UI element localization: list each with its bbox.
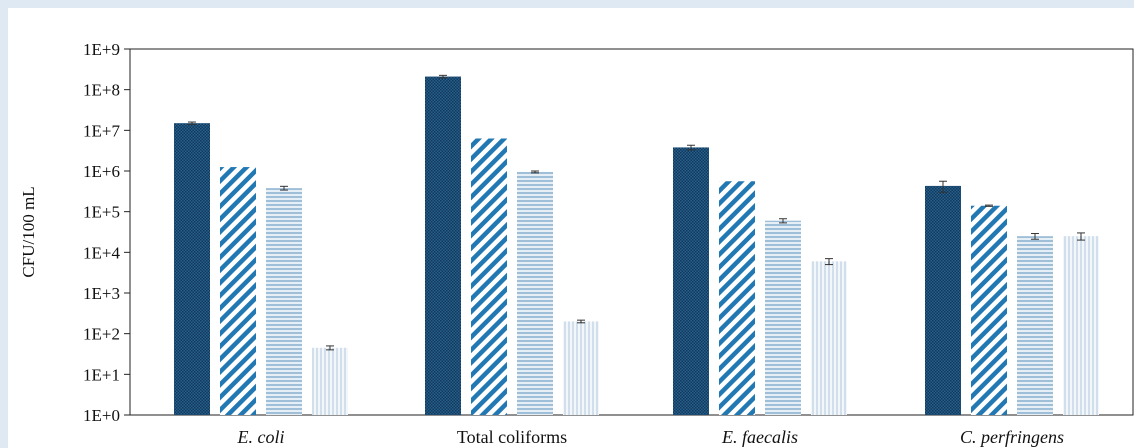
bar-series2-1 — [471, 138, 507, 416]
y-tick-label: 1E+2 — [83, 325, 120, 344]
y-tick-label: 1E+4 — [83, 243, 120, 262]
bar-series4-1 — [563, 321, 599, 415]
bar-series3-0 — [266, 188, 302, 415]
y-tick-label: 1E+5 — [83, 203, 120, 222]
bar-series2-3 — [971, 205, 1007, 415]
bar-series4-0 — [312, 347, 348, 415]
bar-chart: 1E+0 1E+1 1E+2 1E+3 1E+4 1E+5 1E+6 1E+7 1E+8 1E+9… — [19, 40, 1134, 447]
error-bar — [188, 121, 196, 125]
error-bar — [1077, 232, 1085, 241]
bars-group — [174, 74, 1099, 416]
plot-area — [129, 48, 1134, 416]
y-tick-label: 1E+8 — [83, 81, 120, 100]
error-bar — [1031, 233, 1039, 240]
bar-series1-3 — [925, 185, 961, 415]
error-bar — [439, 74, 447, 79]
y-tick-label: 1E+3 — [83, 284, 120, 303]
y-tick-label: 1E+9 — [83, 40, 120, 59]
chart-panel: 1E+0 1E+1 1E+2 1E+3 1E+4 1E+5 1E+6 1E+7 1E+8 1E+9… — [8, 8, 1134, 448]
y-axis-title: CFU/100 mL — [19, 186, 38, 277]
error-bar — [531, 170, 539, 174]
category-label: C. perfringens — [960, 427, 1064, 447]
y-tick-label: 1E+1 — [83, 365, 120, 384]
bar-series4-3 — [1063, 236, 1099, 415]
bar-series3-2 — [765, 220, 801, 415]
category-label: Total coliforms — [457, 427, 567, 447]
error-bar — [779, 218, 787, 224]
error-bar — [280, 185, 288, 191]
bar-series2-0 — [220, 167, 256, 415]
bar-series1-0 — [174, 123, 210, 415]
bar-series4-2 — [811, 261, 847, 415]
bar-series3-3 — [1017, 236, 1053, 415]
bar-series1-1 — [425, 76, 461, 415]
error-bar — [326, 345, 334, 351]
category-label: E. faecalis — [721, 427, 798, 447]
category-label: E. coli — [237, 427, 285, 447]
x-axis: E. coli Total coliforms E. faecalis C. perf… — [237, 427, 1065, 447]
error-bar — [939, 180, 947, 193]
y-tick-label: 1E+0 — [83, 406, 120, 425]
plot-border — [129, 48, 1134, 416]
y-tick-label: 1E+6 — [83, 162, 120, 181]
y-tick-label: 1E+7 — [83, 121, 120, 140]
error-bar — [687, 144, 695, 151]
error-bar — [985, 204, 993, 207]
error-bar — [577, 319, 585, 324]
bar-series2-2 — [719, 181, 755, 415]
bar-series3-1 — [517, 171, 553, 415]
bar-series1-2 — [673, 147, 709, 416]
error-bar — [825, 258, 833, 266]
y-axis: 1E+0 1E+1 1E+2 1E+3 1E+4 1E+5 1E+6 1E+7 1E+8 1E+9 — [83, 40, 130, 425]
